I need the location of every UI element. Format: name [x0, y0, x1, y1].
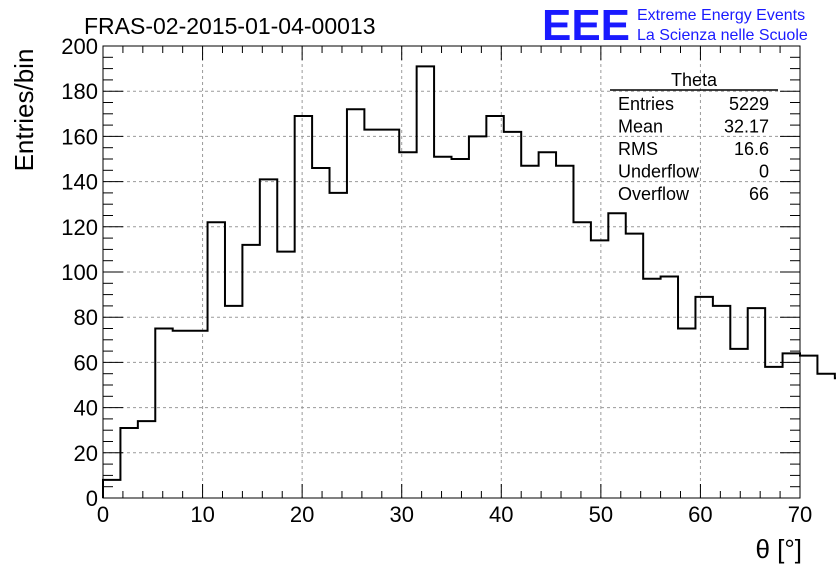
- y-tick-label: 200: [61, 34, 98, 59]
- y-tick-label: 0: [86, 486, 98, 511]
- histogram-bin: [486, 116, 503, 498]
- histogram-bin: [434, 157, 451, 498]
- histogram-bin: [364, 130, 381, 498]
- histogram-bin: [242, 245, 259, 498]
- stats-row-value: 66: [749, 184, 769, 204]
- histogram-bin: [190, 331, 207, 498]
- histogram-bin: [330, 193, 347, 498]
- plot-frame: [102, 45, 801, 499]
- histogram-bin: [730, 349, 747, 498]
- y-tick-label: 180: [61, 79, 98, 104]
- eee-logo: EEE: [542, 1, 630, 50]
- histogram-bin: [417, 66, 434, 498]
- y-tick-label: 100: [61, 260, 98, 285]
- histogram-bin: [539, 152, 556, 498]
- y-tick-label: 80: [74, 305, 98, 330]
- stats-box: Theta Entries 5229 Mean 32.17 RMS 16.6 Underfl…: [610, 70, 778, 204]
- stats-row-value: 16.6: [734, 139, 769, 159]
- stats-row-label: Overflow: [618, 184, 690, 204]
- histogram-bin: [277, 252, 294, 498]
- logo-line-2: La Scienza nelle Scuole: [637, 27, 808, 44]
- stats-row-label: Underflow: [618, 162, 700, 182]
- histogram-bin: [626, 234, 643, 498]
- histogram-bin: [103, 480, 120, 498]
- logo-line-1: Extreme Energy Events: [637, 7, 805, 24]
- histogram-bin: [225, 306, 242, 498]
- histogram-bin: [678, 329, 695, 499]
- histogram-bin: [260, 179, 277, 498]
- chart-title: FRAS-02-2015-01-04-00013: [84, 13, 376, 39]
- histogram-bin: [783, 353, 800, 498]
- x-tick-label: 60: [688, 502, 712, 527]
- histogram-bin: [661, 277, 678, 498]
- histogram-bin: [748, 308, 765, 498]
- histogram-bin: [800, 356, 817, 498]
- histogram-bin: [573, 222, 590, 498]
- histogram-bin: [469, 136, 486, 498]
- histogram-bin: [138, 421, 155, 498]
- histogram-bin: [347, 109, 364, 498]
- grid-lines: [103, 46, 800, 498]
- histogram-bin: [591, 240, 608, 498]
- x-tick-label: 20: [290, 502, 314, 527]
- histogram-bins: [102, 65, 836, 499]
- stats-title: Theta: [671, 70, 718, 90]
- x-tick-label: 70: [788, 502, 812, 527]
- histogram-bin: [295, 116, 312, 498]
- stats-row-value: 5229: [729, 94, 769, 114]
- histogram-bin: [695, 297, 712, 498]
- y-tick-label: 160: [61, 124, 98, 149]
- y-tick-label: 40: [74, 396, 98, 421]
- y-axis-label: Entries/bin: [9, 49, 39, 172]
- y-tick-label: 120: [61, 215, 98, 240]
- y-tick-label: 20: [74, 441, 98, 466]
- histogram-bin: [556, 166, 573, 498]
- histogram-bin: [173, 331, 190, 498]
- axis-ticks: [102, 45, 801, 499]
- histogram-bin: [608, 213, 625, 498]
- stats-row-value: 0: [759, 162, 769, 182]
- y-tick-label: 140: [61, 170, 98, 195]
- histogram-bin: [504, 132, 521, 498]
- stats-row-label: RMS: [618, 139, 658, 159]
- histogram-bin: [155, 329, 172, 499]
- histogram-outline: [102, 65, 836, 498]
- y-tick-labels: 0 20 40 60 80 100 120 140 160 180 200: [61, 34, 98, 511]
- x-tick-label: 40: [489, 502, 513, 527]
- y-tick-label: 60: [74, 350, 98, 375]
- stats-row-label: Mean: [618, 117, 663, 137]
- histogram-bin: [120, 428, 137, 498]
- histogram-bin: [312, 168, 329, 498]
- x-tick-labels: 0 10 20 30 40 50 60 70: [97, 502, 812, 527]
- histogram-bin: [521, 166, 538, 498]
- x-tick-label: 30: [389, 502, 413, 527]
- x-tick-label: 50: [589, 502, 613, 527]
- histogram-bin: [399, 152, 416, 498]
- stats-row-value: 32.17: [724, 117, 769, 137]
- stats-row-label: Entries: [618, 94, 674, 114]
- histogram-bin: [208, 222, 225, 498]
- x-tick-label: 0: [97, 502, 109, 527]
- histogram-bin: [643, 279, 660, 498]
- histogram-bin: [382, 130, 399, 498]
- x-axis-label: θ [°]: [755, 534, 802, 564]
- histogram-bin: [713, 306, 730, 498]
- histogram-bin: [452, 159, 469, 498]
- x-tick-label: 10: [190, 502, 214, 527]
- histogram-bin: [765, 367, 782, 498]
- histogram-bin: [817, 374, 834, 498]
